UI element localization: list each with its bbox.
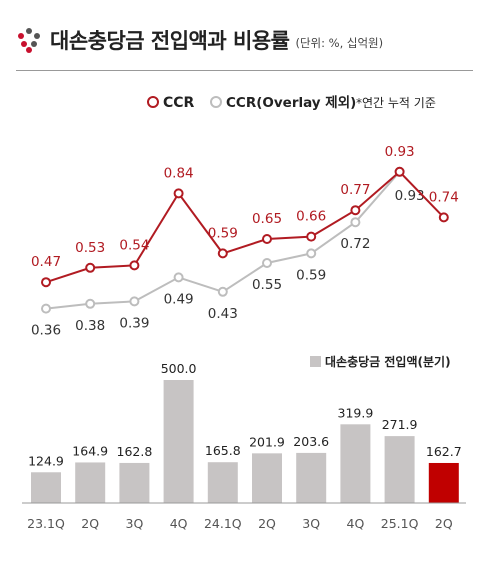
bar-value-label: 203.6 bbox=[293, 434, 329, 449]
series-point bbox=[217, 286, 228, 297]
line-legend: CCR CCR(Overlay 제외) *연간 누적 기준 bbox=[147, 94, 436, 111]
series-point bbox=[306, 231, 317, 242]
series-point bbox=[173, 188, 184, 199]
legend-ccr-ex-marker bbox=[210, 96, 222, 108]
data-label: 0.43 bbox=[208, 306, 238, 322]
bar bbox=[163, 380, 194, 503]
data-label: 0.39 bbox=[119, 315, 149, 331]
series-point bbox=[350, 217, 361, 228]
series-point bbox=[262, 234, 272, 244]
legend-ccr-label: CCR bbox=[163, 95, 195, 111]
bar bbox=[119, 462, 150, 503]
data-label: 0.53 bbox=[75, 240, 105, 256]
series-point bbox=[350, 205, 361, 216]
company-logo-icon bbox=[18, 28, 40, 53]
legend-bar-swatch bbox=[310, 356, 321, 367]
line-series: 0.36 0.38 0.39 0.49 0.43 0.55 0.59 0.72 0.93 0.47… bbox=[31, 144, 459, 339]
data-label: 0.59 bbox=[296, 267, 326, 283]
data-label: 0.59 bbox=[208, 225, 238, 241]
data-label: 0.93 bbox=[395, 188, 425, 204]
series-point bbox=[217, 248, 228, 259]
data-label: 0.36 bbox=[31, 323, 61, 339]
data-label: 0.84 bbox=[164, 165, 194, 181]
data-label: 0.77 bbox=[340, 182, 370, 198]
data-label: 0.66 bbox=[296, 209, 326, 225]
data-label: 0.93 bbox=[385, 144, 415, 160]
series-line bbox=[45, 170, 445, 284]
series-point bbox=[129, 296, 140, 307]
x-tick-label: 2Q bbox=[435, 516, 453, 531]
bar bbox=[384, 436, 415, 503]
data-label: 0.38 bbox=[75, 318, 105, 334]
bar-series: 124.9 164.9 162.8 500.0 165.8 201.9 203.6 319.9… bbox=[28, 361, 462, 503]
data-label: 0.49 bbox=[164, 291, 194, 307]
series-point bbox=[129, 260, 140, 271]
bar bbox=[340, 424, 371, 503]
series-point bbox=[41, 303, 51, 314]
x-tick-label: 2Q bbox=[258, 516, 276, 531]
bar-value-label: 124.9 bbox=[28, 453, 64, 468]
series-point bbox=[85, 298, 96, 309]
x-axis-labels: 23.1Q 2Q 3Q 4Q 24.1Q 2Q 3Q 4Q 25.1Q 2Q bbox=[27, 516, 453, 531]
x-tick-label: 3Q bbox=[126, 516, 144, 531]
x-tick-label: 2Q bbox=[81, 516, 99, 531]
data-label: 0.54 bbox=[119, 237, 149, 253]
chart-title: 대손충당금 전입액과 비용률 bbox=[50, 29, 290, 53]
series-point bbox=[173, 272, 184, 283]
bar-value-label: 319.9 bbox=[338, 405, 374, 420]
unit-label: (단위: %, 십억원) bbox=[295, 36, 384, 50]
x-tick-label: 3Q bbox=[302, 516, 320, 531]
bar bbox=[252, 453, 282, 503]
bar bbox=[75, 462, 106, 503]
x-tick-label: 25.1Q bbox=[381, 516, 419, 531]
data-label: 0.72 bbox=[340, 236, 370, 252]
legend-note: *연간 누적 기준 bbox=[356, 96, 436, 110]
bar-legend: 대손충당금 전입액(분기) bbox=[310, 354, 451, 369]
series-point bbox=[394, 166, 405, 177]
legend-ccr-marker bbox=[147, 96, 159, 108]
data-label: 0.55 bbox=[252, 277, 282, 293]
x-tick-label: 4Q bbox=[347, 516, 365, 531]
series-point bbox=[85, 262, 96, 273]
x-tick-label: 23.1Q bbox=[27, 516, 65, 531]
legend-bar-label: 대손충당금 전입액(분기) bbox=[325, 354, 451, 369]
legend-ccr-ex-label: CCR(Overlay 제외) bbox=[226, 94, 356, 111]
bar bbox=[31, 472, 61, 503]
data-label: 0.74 bbox=[429, 189, 459, 205]
x-tick-label: 24.1Q bbox=[204, 516, 242, 531]
chart-header: 대손충당금 전입액과 비용률 (단위: %, 십억원) bbox=[16, 22, 383, 58]
bar-value-label: 201.9 bbox=[249, 434, 285, 449]
bar-value-label: 162.8 bbox=[117, 444, 153, 459]
bar bbox=[296, 452, 327, 503]
bar bbox=[428, 462, 459, 503]
bar-value-label: 164.9 bbox=[72, 443, 108, 458]
bar-value-label: 271.9 bbox=[382, 417, 418, 432]
bar-value-label: 162.7 bbox=[426, 444, 462, 459]
bar-value-label: 500.0 bbox=[161, 361, 197, 376]
series-point bbox=[262, 258, 272, 268]
bar-value-label: 165.8 bbox=[205, 443, 241, 458]
x-tick-label: 4Q bbox=[170, 516, 188, 531]
data-label: 0.47 bbox=[31, 254, 61, 270]
data-label: 0.65 bbox=[252, 211, 282, 227]
series-point bbox=[306, 248, 317, 259]
series-point bbox=[438, 212, 449, 223]
bar bbox=[207, 462, 238, 503]
series-point bbox=[41, 277, 51, 288]
title-divider bbox=[16, 70, 473, 71]
